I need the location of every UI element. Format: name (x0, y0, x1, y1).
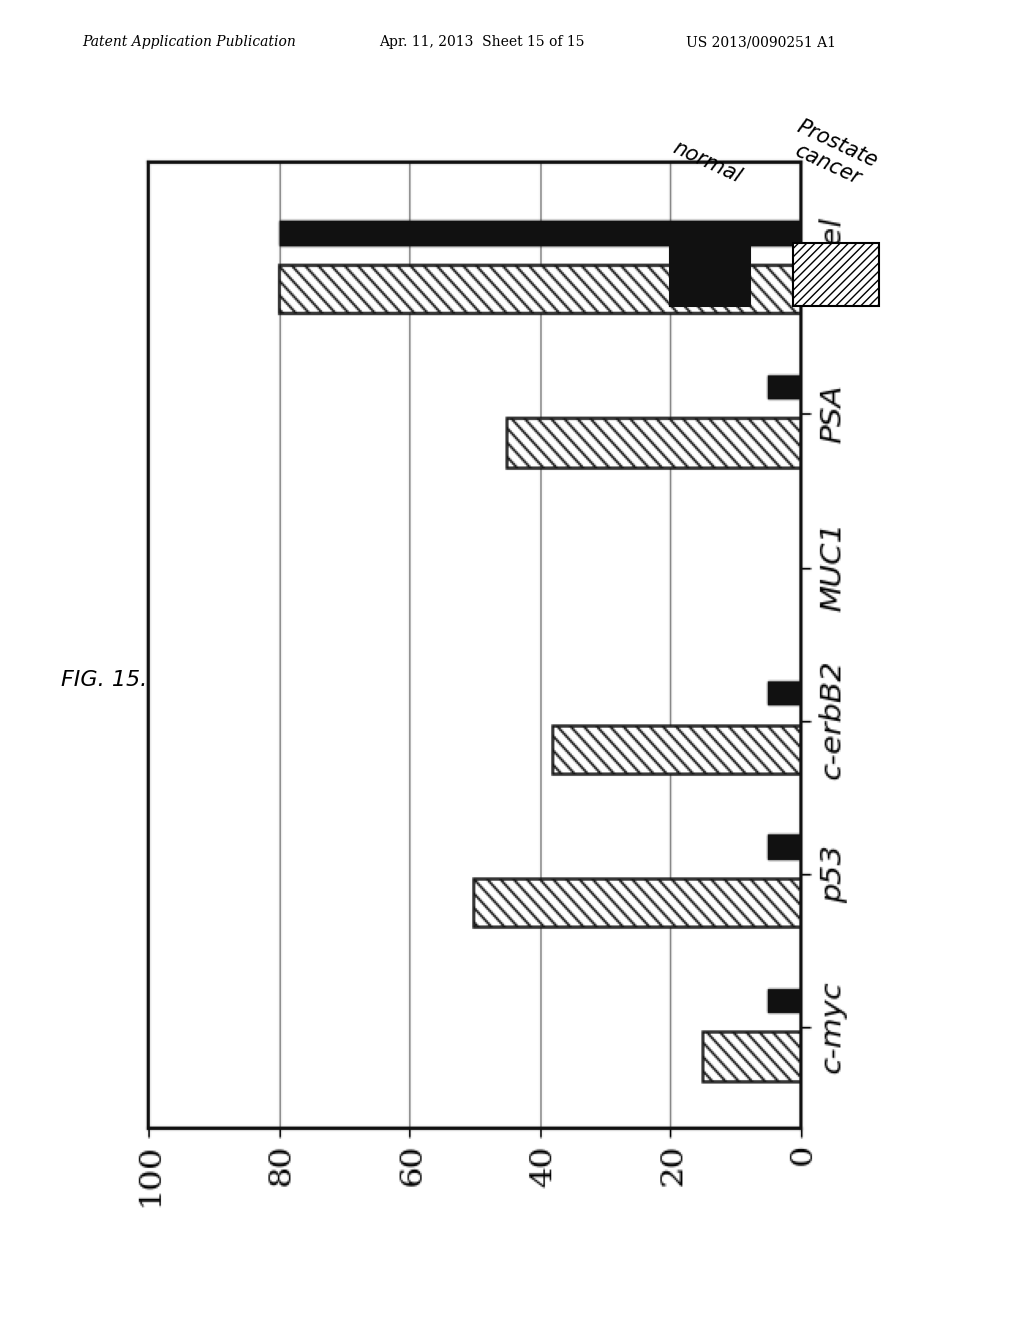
Text: US 2013/0090251 A1: US 2013/0090251 A1 (686, 36, 836, 49)
Text: Patent Application Publication: Patent Application Publication (82, 36, 296, 49)
Text: normal: normal (670, 137, 744, 186)
Text: Prostate
cancer: Prostate cancer (784, 116, 882, 191)
Bar (670, 243, 750, 306)
Text: FIG. 15.: FIG. 15. (61, 671, 147, 690)
Text: Apr. 11, 2013  Sheet 15 of 15: Apr. 11, 2013 Sheet 15 of 15 (379, 36, 585, 49)
FancyBboxPatch shape (793, 243, 879, 306)
